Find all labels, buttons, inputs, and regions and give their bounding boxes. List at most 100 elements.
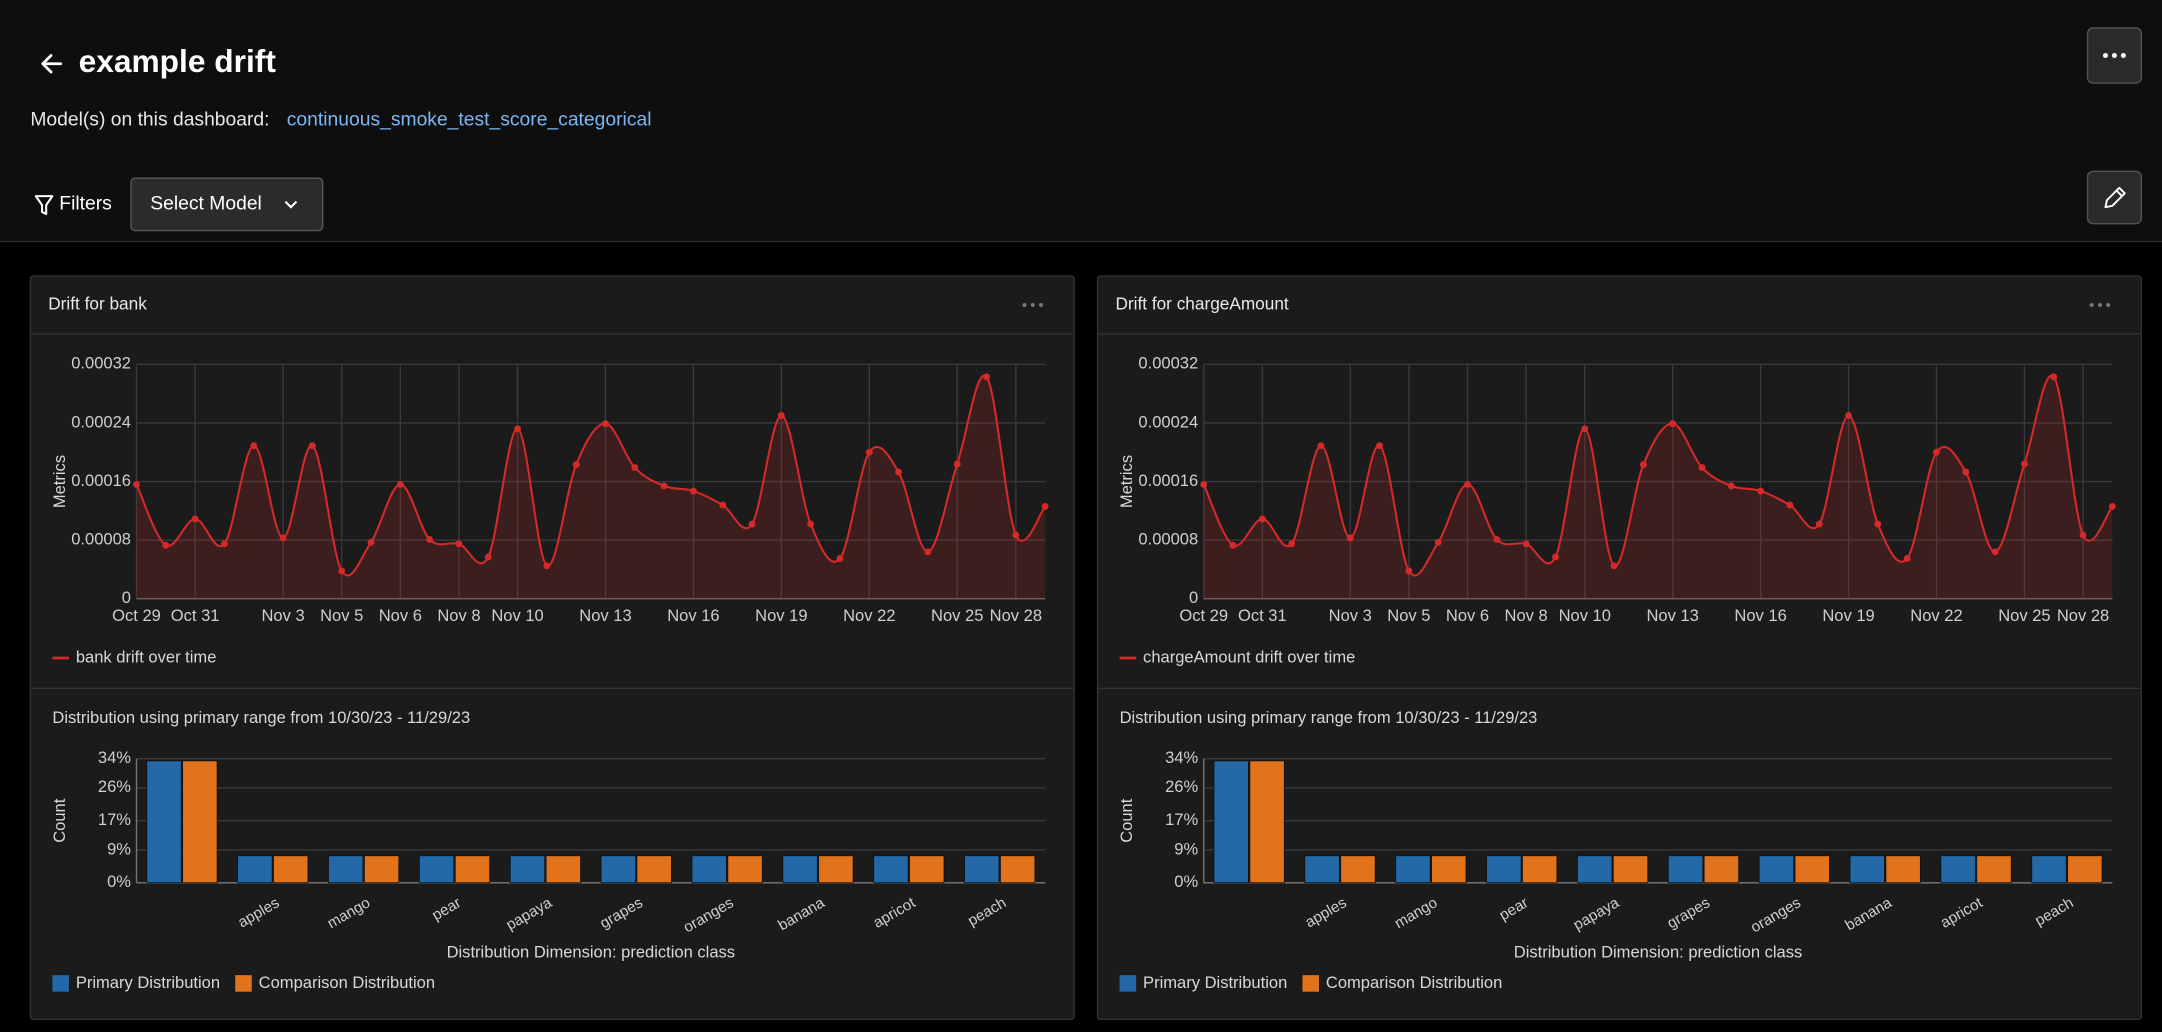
dot [2102, 52, 2108, 58]
point [1815, 520, 1823, 528]
y-tick-label: 0% [107, 872, 131, 891]
point [1698, 464, 1706, 472]
point [543, 562, 551, 570]
y-tick-label: 26% [98, 777, 131, 796]
point [689, 487, 697, 495]
legend-label: Comparison Distribution [1326, 973, 1502, 992]
y-axis-label: Metrics [50, 455, 69, 508]
bar [1340, 855, 1376, 884]
point [1903, 554, 1911, 562]
point [1874, 520, 1882, 528]
bar [1758, 855, 1795, 884]
point [2020, 460, 2028, 468]
dot [2111, 52, 2117, 58]
bar [1577, 855, 1613, 884]
point [1288, 540, 1296, 548]
y-tick-label: 34% [1165, 748, 1198, 767]
bar [1612, 855, 1649, 884]
filters-label: Filters [59, 193, 112, 214]
panel [29, 275, 1075, 1020]
point [1522, 540, 1530, 548]
bar [328, 855, 364, 884]
panel-menu[interactable] [1022, 302, 1044, 308]
point [396, 481, 404, 488]
point [748, 520, 756, 528]
x-tick-label: Nov 16 [667, 606, 719, 625]
bar [182, 760, 218, 884]
bar [1976, 855, 2012, 884]
y-tick-label: 34% [98, 748, 131, 767]
y-tick-label: 0.00016 [1138, 471, 1198, 490]
bar [418, 855, 455, 884]
point [455, 540, 463, 548]
legend-swatch [52, 975, 69, 992]
page-title: example drift [79, 43, 277, 79]
point [1933, 448, 1940, 456]
x-tick-label: Nov 13 [1646, 606, 1698, 625]
y-tick-label: 0.00024 [1138, 412, 1198, 431]
chevron [284, 200, 298, 209]
legend-swatch [235, 975, 252, 992]
point [338, 567, 346, 575]
y-tick-label: 17% [1165, 810, 1198, 829]
bar [363, 855, 400, 884]
y-tick-label: 0.00008 [71, 530, 131, 549]
models-label: Model(s) on this dashboard: [30, 109, 269, 130]
bar [146, 760, 182, 884]
x-tick-label: Nov 19 [1822, 606, 1874, 625]
point [191, 515, 199, 523]
x-tick-label: Nov 13 [579, 606, 631, 625]
x-tick-label: Nov 19 [755, 606, 807, 625]
point [1434, 538, 1442, 546]
pencil-icon [2104, 186, 2126, 209]
bar [1794, 855, 1830, 884]
y-axis-label: Count [50, 798, 69, 843]
bar [273, 855, 309, 884]
back-button[interactable] [41, 54, 63, 74]
y-tick-label: 9% [1174, 839, 1198, 858]
bar [1940, 855, 1976, 884]
point [953, 460, 961, 468]
bar [636, 855, 672, 884]
x-tick-label: Oct 31 [1238, 606, 1287, 625]
point [250, 442, 258, 450]
y-tick-label: 0.00032 [1138, 354, 1198, 373]
y-tick-label: 0.00032 [71, 354, 131, 373]
point [1012, 531, 1020, 539]
x-tick-label: Nov 8 [1505, 606, 1548, 625]
dot [1022, 302, 1027, 308]
point [279, 534, 287, 542]
y-tick-label: 0 [122, 588, 131, 607]
point [1493, 535, 1501, 543]
edit-button[interactable] [2086, 170, 2143, 225]
point [426, 535, 434, 543]
point [2108, 502, 2116, 510]
select-bg [130, 177, 324, 232]
select-model[interactable]: Select Model [130, 177, 324, 232]
bar [509, 855, 546, 884]
x-tick-label: Oct 31 [171, 606, 220, 625]
bar [545, 855, 581, 884]
model-link[interactable]: continuous_smoke_test_score_categorical [287, 109, 652, 130]
bar [1249, 760, 1285, 884]
bar [237, 855, 273, 884]
y-tick-label: 0 [1189, 588, 1198, 607]
dot [2120, 52, 2126, 58]
legend-label: Primary Distribution [1143, 973, 1287, 992]
dot [2106, 302, 2111, 308]
more-button[interactable] [2086, 27, 2143, 84]
back-arrow [41, 54, 63, 74]
y-tick-label: 17% [98, 810, 131, 829]
legend-label: chargeAmount drift over time [1143, 647, 1355, 666]
point [602, 420, 609, 428]
panel-menu[interactable] [2089, 302, 2111, 308]
filter-icon [34, 195, 54, 216]
point [2079, 531, 2087, 539]
point [1405, 567, 1413, 575]
x-axis-label: Distribution Dimension: prediction class [447, 942, 736, 961]
legend-label: Primary Distribution [76, 973, 220, 992]
y-axis-label: Metrics [1117, 455, 1136, 508]
y-tick-label: 0% [1174, 872, 1198, 891]
x-tick-label: Nov 22 [843, 606, 895, 625]
x-tick-label: Oct 29 [112, 606, 161, 625]
